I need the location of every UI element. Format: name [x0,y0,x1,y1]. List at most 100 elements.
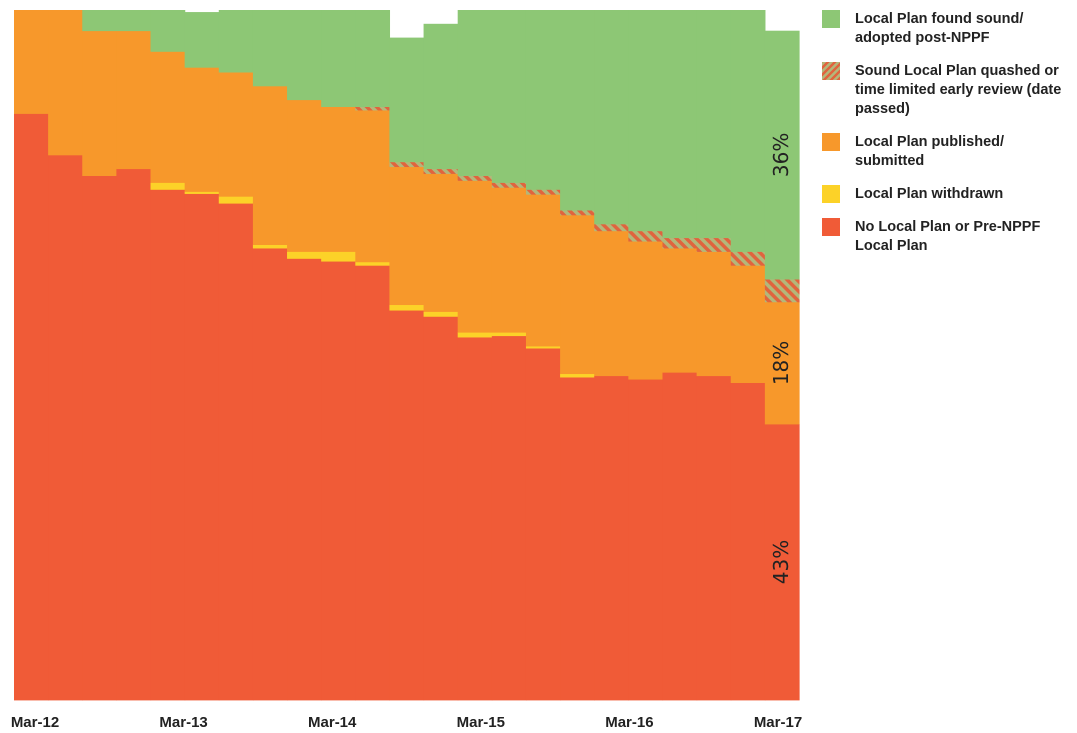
area-segment-no_plan [594,375,629,701]
area-segment-found_sound [218,10,254,73]
area-segment-quashed [355,106,391,111]
area-segment-quashed [457,175,493,181]
area-segment-quashed [594,223,629,232]
area-segment-published [662,248,698,373]
legend-swatch [822,185,840,203]
area-segment-no_plan [355,265,391,701]
area-segment-published [594,230,629,377]
area-segment-published [287,99,322,252]
area-segment-found_sound [764,30,800,280]
area-segment-published [696,251,732,377]
x-tick-label: Mar-14 [308,714,357,731]
area-segment-no_plan [696,375,732,701]
area-segment-no_plan [48,154,83,701]
area-segment-published [764,301,800,425]
legend-swatch [822,218,840,236]
area-segment-no_plan [252,248,288,701]
area-segment-no_plan [423,316,459,701]
area-segment-quashed [764,279,800,303]
area-segment-no_plan [14,113,49,701]
area-segment-quashed [525,189,561,195]
legend-label: No Local Plan or Pre-NPPF Local Plan [855,219,1041,254]
area-segment-quashed [491,182,527,188]
legend-item-quashed: Sound Local Plan quashed or time limited… [822,62,1072,119]
x-axis: Mar-12 Mar-13 Mar-14 Mar-15 Mar-16 Mar-17 [11,714,802,731]
area-segment-no_plan [491,335,527,701]
legend-label: Local Plan found sound/ adopted post-NPP… [855,11,1024,46]
x-tick-label: Mar-16 [605,714,653,731]
area-segment-withdrawn [389,304,425,311]
area-segment-no_plan [116,168,152,701]
area-segment-no_plan [457,337,493,701]
area-segment-published [218,72,254,197]
area-segment-published [150,51,186,183]
legend-label: Sound Local Plan quashed or time limited… [855,63,1062,117]
area-segment-published [525,194,561,347]
area-segment-withdrawn [218,196,254,204]
area-segment-no_plan [730,382,766,701]
area-segment-no_plan [389,310,425,701]
area-segment-published [82,30,117,177]
area-segment-found_sound [184,12,220,68]
area-segment-published [355,110,391,263]
area-segment-published [491,187,527,333]
legend-swatch [822,133,840,151]
area-segment-withdrawn [321,251,356,262]
x-tick-label: Mar-17 [754,714,802,731]
area-segment-published [48,10,83,156]
area-segment-published [628,241,664,380]
area-segment-found_sound [491,10,527,183]
area-segment-withdrawn [525,346,561,349]
area-segment-no_plan [560,377,595,701]
end-label-found_sound: 36% [769,133,793,177]
area-segment-found_sound [82,10,117,32]
area-segment-published [423,173,459,312]
plot-area [14,10,800,701]
area-segment-found_sound [252,10,288,87]
area-segment-found_sound [560,10,595,211]
area-segment-no_plan [321,261,356,701]
legend-swatch [822,62,840,80]
legend-label: Local Plan published/ submitted [855,134,1005,169]
area-segment-no_plan [184,193,220,701]
area-segment-no_plan [82,175,117,701]
legend-label: Local Plan withdrawn [855,186,1004,202]
legend-item-no_plan: No Local Plan or Pre-NPPF Local Plan [822,218,1072,256]
area-segment-published [321,106,356,252]
area-segment-found_sound [628,10,664,232]
area-segment-quashed [696,237,732,252]
area-segment-no_plan [287,258,322,701]
area-segment-found_sound [321,10,356,107]
area-segment-published [389,166,425,306]
x-tick-label: Mar-15 [457,714,505,731]
area-segment-withdrawn [184,191,220,194]
legend-item-found_sound: Local Plan found sound/ adopted post-NPP… [822,10,1072,48]
area-segment-withdrawn [491,332,527,337]
area-segment-found_sound [696,10,732,239]
x-tick-label: Mar-12 [11,714,59,731]
area-segment-withdrawn [355,261,391,266]
area-segment-no_plan [218,203,254,701]
legend-item-withdrawn: Local Plan withdrawn [822,185,1072,204]
legend: Local Plan found sound/ adopted post-NPP… [822,10,1072,270]
legend-swatch [822,10,840,28]
area-segment-withdrawn [287,251,322,259]
area-segment-found_sound [423,23,459,170]
end-labels: 36% 18% 43% [769,133,793,585]
area-segment-withdrawn [423,311,459,317]
area-segment-published [14,10,49,114]
area-segment-quashed [662,237,698,249]
area-segment-quashed [423,168,459,174]
area-segment-withdrawn [252,244,288,249]
area-segment-no_plan [150,189,186,701]
area-segment-found_sound [389,37,425,163]
area-segment-found_sound [594,10,629,225]
area-segment-found_sound [150,10,186,52]
area-segment-quashed [628,230,664,242]
legend-item-published: Local Plan published/ submitted [822,133,1072,171]
area-segment-found_sound [525,10,561,190]
area-segment-quashed [560,210,595,216]
area-segment-no_plan [525,348,561,701]
area-segment-found_sound [287,10,322,101]
area-segment-found_sound [662,10,698,239]
